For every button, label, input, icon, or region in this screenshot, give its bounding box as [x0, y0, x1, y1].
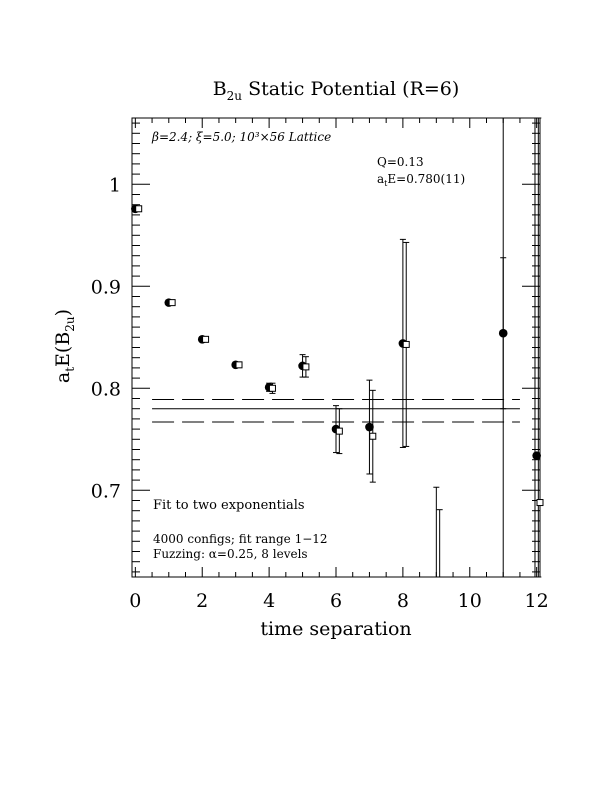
ylabel-subscript-1: t: [63, 367, 77, 372]
data-series: [131, 204, 544, 507]
y-axis-label: atE(B2u): [52, 309, 77, 383]
error-bars-only: [433, 117, 542, 578]
ylabel-main: a: [52, 372, 74, 383]
data-point-square: [536, 499, 544, 507]
y-tick-label: 0.7: [91, 480, 121, 502]
y-tick-labels: 0.7 0.8 0.9 1: [91, 174, 121, 502]
data-point-square: [335, 427, 343, 435]
energy-value: E=0.780(11): [387, 172, 465, 186]
x-axis-label: time separation: [260, 618, 411, 640]
data-point-square: [268, 384, 276, 392]
fit-note-annotation: Fit to two exponentials: [153, 498, 305, 513]
ylabel-mid: E(B: [52, 332, 74, 367]
energy-subscript: t: [384, 179, 388, 188]
data-point-square: [302, 363, 310, 371]
lattice-annotation: β=2.4; ξ=5.0; 10³×56 Lattice: [151, 130, 331, 144]
configs-annotation: 4000 configs; fit range 1−12: [153, 532, 328, 546]
data-point-square: [235, 361, 243, 369]
data-point-square: [402, 340, 410, 348]
x-tick-label: 12: [525, 590, 549, 612]
ylabel-subscript-2: 2u: [63, 316, 77, 332]
fuzzing-annotation: Fuzzing: α=0.25, 8 levels: [153, 547, 308, 561]
data-point-circle: [532, 451, 541, 460]
chart-title: B2u Static Potential (R=6): [213, 78, 460, 103]
y-tick-label: 0.8: [91, 378, 121, 400]
x-tick-label: 10: [458, 590, 482, 612]
x-tick-label: 8: [397, 590, 409, 612]
title-rest: Static Potential (R=6): [242, 78, 459, 100]
y-tick-label: 0.9: [91, 276, 121, 298]
energy-annotation: atE=0.780(11): [377, 172, 465, 188]
data-point-square: [168, 299, 176, 307]
title-main: B: [213, 78, 227, 100]
x-tick-label: 6: [330, 590, 342, 612]
q-annotation: Q=0.13: [377, 155, 424, 169]
data-point-circle: [365, 422, 374, 432]
y-tick-label: 1: [109, 174, 121, 196]
ylabel-end: ): [52, 309, 74, 316]
x-tick-labels: 0 2 4 6 8 10 12: [129, 590, 548, 612]
data-point-circle: [498, 328, 508, 338]
energy-prefix: a: [377, 172, 384, 186]
data-point-square: [202, 335, 210, 343]
data-point-square: [135, 205, 143, 213]
data-point-square: [369, 432, 377, 440]
title-subscript: 2u: [227, 89, 243, 103]
x-tick-label: 0: [129, 590, 141, 612]
x-tick-label: 4: [263, 590, 275, 612]
x-tick-label: 2: [196, 590, 208, 612]
